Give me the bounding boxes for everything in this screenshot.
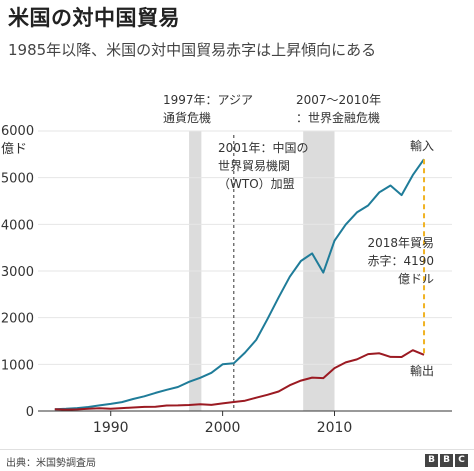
source-note: 出典：米国勢調査局 [6, 458, 96, 469]
series-line-imports [54, 158, 425, 411]
annotation-asia-crisis-line-2: 通貨危機 [163, 110, 211, 125]
annotation-asia-crisis-line-1: 1997年：アジア [163, 93, 253, 107]
chart-subtitle: 1985年以降、米国の対中国貿易赤字は上昇傾向にある [8, 41, 377, 59]
annotation-deficit-line-3: 億ドル [398, 272, 434, 286]
x-tick-label-1990: 1990 [93, 420, 129, 436]
chart-title: 米国の対中国貿易 [8, 6, 180, 30]
y-tick-label-5000: 5000 [1, 172, 34, 187]
annotation-deficit-line-2: 赤字：4190 [367, 253, 434, 268]
y-tick-label-3000: 3000 [1, 265, 34, 280]
y-tick-label-0: 0 [26, 405, 34, 420]
annotation-financial-crisis-line-2: ：世界金融危機 [296, 110, 380, 125]
y-unit-label-bottom: 億ド [1, 141, 27, 157]
footer-divider [0, 449, 474, 450]
y-tick-label-4000: 4000 [1, 218, 34, 233]
annotation-wto-line-3: （WTO）加盟 [218, 177, 295, 191]
annotation-financial-crisis-line-1: 2007～2010年 [296, 93, 381, 107]
x-tick-label-2010: 2010 [317, 420, 353, 436]
annotation-wto-line-1: 2001年：中国の [218, 140, 309, 155]
y-tick-label-2000: 2000 [1, 312, 34, 327]
logo-letter-3: C [455, 454, 468, 467]
series-label-imports: 輸入 [410, 138, 434, 153]
annotation-wto-line-2: 世界貿易機関 [218, 158, 290, 173]
x-tick-label-2000: 2000 [205, 420, 241, 436]
series-label-exports: 輸出 [410, 363, 434, 378]
series-line-exports [54, 349, 425, 411]
logo-letter-1: B [425, 454, 438, 467]
annotation-deficit-line-1: 2018年貿易 [367, 236, 434, 250]
logo-letter-2: B [440, 454, 453, 467]
y-tick-label-1000: 1000 [1, 358, 34, 373]
y-unit-label-top: 6000 [1, 124, 34, 139]
bbc-logo: B B C [425, 454, 468, 467]
